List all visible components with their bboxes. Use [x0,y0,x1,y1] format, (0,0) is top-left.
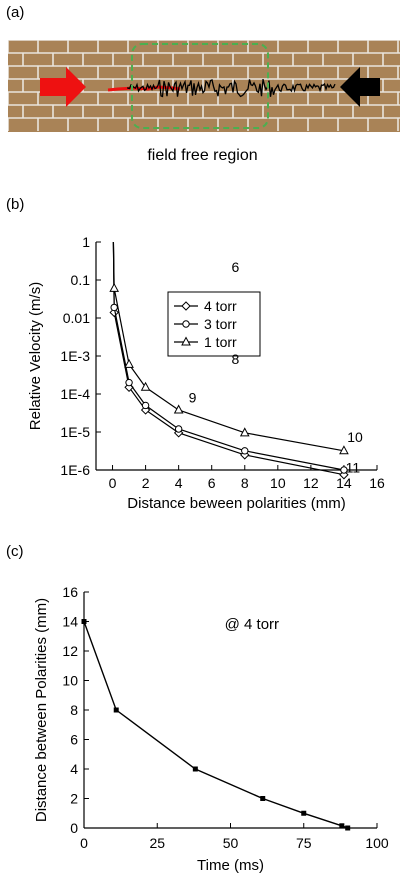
panel-c-label: (c) [6,543,24,560]
data-point [141,401,150,410]
y-tick-label: 0.01 [63,310,90,326]
y-tick-label: 1 [82,234,90,250]
series-4-torr [109,241,349,480]
panel-b-label: (b) [6,196,25,213]
y-tick-label: 1E-4 [60,386,90,402]
distance-time-chart: 0 2 4 6 8 10 12 14 16 0 25 50 75 100 Time (ms) Distance… [33,584,389,874]
black-particle-cloud [127,78,336,98]
black-arrow-left-icon [340,67,380,107]
y-tick-label: 1E-5 [60,424,90,440]
y-tick-label: 2 [70,791,78,807]
data-point [110,303,118,312]
annotation: 10 [347,429,363,445]
x-tick-label: 25 [149,835,165,851]
annotation: 9 [189,389,197,405]
data-point [81,619,87,624]
series-line [112,241,345,476]
y-axis-title: Relative Velocity (m/s) [27,282,44,430]
data-point [173,404,184,414]
field-free-region-caption: field free region [147,147,258,164]
x-axis-title: Distance beween polarities (mm) [127,495,345,512]
y-tick-label: 4 [70,761,78,777]
data-point [174,425,183,433]
data-point [181,336,191,346]
data-point [345,825,351,831]
data-point [124,358,134,368]
data-point [340,466,348,474]
data-point [301,810,307,816]
data-point [125,378,133,387]
x-tick-label: 12 [303,475,319,491]
legend: 4 torr 3 torr 1 torr [167,291,261,357]
y-tick-label: 16 [62,584,78,600]
data-point [260,796,266,801]
data-point [109,282,120,292]
x-tick-label: 0 [80,835,88,851]
data-point [192,766,198,772]
series-distance [81,619,351,831]
legend-label: 1 torr [204,334,237,350]
panel-a-label: (a) [6,4,25,21]
data-point [241,447,249,455]
x-tick-label: 8 [241,475,249,491]
x-tick-label: 0 [109,475,117,491]
annotation: 6 [232,259,240,275]
y-tick-label: 12 [62,643,78,659]
y-tick-label: 8 [70,702,78,718]
series-line [83,621,348,829]
x-tick-label: 4 [175,475,183,491]
annotation: @ 4 torr [225,616,279,633]
velocity-chart: 1 0.1 0.01 1E-3 1E-4 1E-5 1E-6 0 2 4 6 8 10 12 14 16 Dis… [27,234,385,512]
y-tick-label: 10 [62,673,78,689]
x-tick-label: 75 [296,835,312,851]
x-tick-label: 100 [365,835,389,851]
data-point [181,301,191,311]
x-tick-label: 10 [270,475,286,491]
data-point [339,445,349,455]
legend-label: 3 torr [204,316,237,332]
brick-wall-illustration [8,40,400,132]
legend-label: 4 torr [204,298,237,314]
field-free-region-box [131,43,269,129]
series-1-torr [109,241,349,455]
x-tick-label: 16 [369,475,385,491]
y-tick-label: 0 [70,820,78,836]
y-tick-label: 14 [62,614,78,630]
data-point [140,381,151,391]
y-tick-label: 0.1 [71,272,91,288]
y-tick-label: 1E-6 [60,462,90,478]
particle-noise-trace [127,78,336,98]
x-tick-label: 2 [142,475,150,491]
red-arrow-right-icon [40,67,86,107]
data-point [113,707,119,713]
data-point [182,320,190,328]
data-point [339,823,345,829]
annotation: 11 [346,460,361,476]
x-tick-label: 50 [223,835,239,851]
annotation: 8 [232,351,240,367]
y-tick-label: 6 [70,732,78,748]
x-tick-label: 14 [336,475,352,491]
y-tick-label: 1E-3 [60,348,90,364]
data-point [239,427,250,437]
x-tick-label: 6 [208,475,216,491]
x-axis-title: Time (ms) [197,857,264,874]
series-3-torr [110,241,348,474]
y-axis-title: Distance between Polarities (mm) [33,598,50,822]
